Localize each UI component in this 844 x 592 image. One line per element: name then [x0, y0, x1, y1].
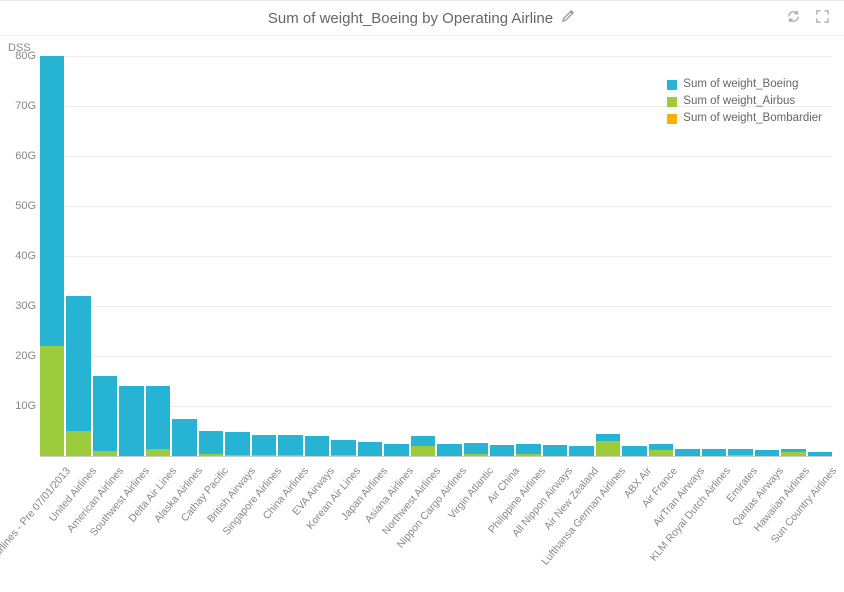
bar[interactable] [728, 449, 752, 457]
bar[interactable] [146, 386, 170, 456]
refresh-icon[interactable] [786, 9, 801, 29]
legend-label: Sum of weight_Boeing [683, 76, 798, 93]
legend-item[interactable]: Sum of weight_Bombardier [667, 110, 822, 127]
bar[interactable] [119, 386, 143, 456]
bar[interactable] [225, 432, 249, 456]
bar-segment-boeing [278, 435, 302, 455]
legend-item[interactable]: Sum of weight_Airbus [667, 93, 822, 110]
bar-segment-airbus [199, 454, 223, 457]
bar-segment-airbus [146, 449, 170, 457]
bar-segment-boeing [384, 444, 408, 457]
bar[interactable] [411, 436, 435, 456]
bar-segment-boeing [490, 445, 514, 457]
bar[interactable] [384, 444, 408, 457]
bar[interactable] [93, 376, 117, 456]
bar[interactable] [252, 435, 276, 457]
y-tick: 80G [15, 50, 36, 62]
bar[interactable] [437, 444, 461, 457]
bar[interactable] [331, 440, 355, 456]
bar[interactable] [464, 443, 488, 457]
y-tick: 60G [15, 150, 36, 162]
chart-header: Sum of weight_Boeing by Operating Airlin… [0, 0, 844, 36]
bar-segment-boeing [596, 434, 620, 442]
legend-swatch [667, 114, 677, 124]
bar-segment-boeing [702, 449, 726, 457]
bar-segment-boeing [569, 446, 593, 456]
bar-segment-boeing [516, 444, 540, 454]
legend-label: Sum of weight_Airbus [683, 93, 795, 110]
bar[interactable] [781, 449, 805, 457]
bar[interactable] [755, 450, 779, 457]
bar-segment-boeing [305, 436, 329, 456]
bar[interactable] [543, 445, 567, 456]
pencil-icon[interactable] [561, 8, 576, 28]
bar-segment-airbus [225, 455, 249, 457]
bar-segment-boeing [40, 56, 64, 346]
bar[interactable] [649, 444, 673, 456]
bar[interactable] [305, 436, 329, 456]
bar-segment-boeing [93, 376, 117, 451]
bar-segment-airbus [331, 455, 355, 456]
bar[interactable] [702, 449, 726, 457]
bar-segment-airbus [252, 455, 276, 457]
bar-segment-boeing [119, 386, 143, 456]
legend-swatch [667, 80, 677, 90]
legend-item[interactable]: Sum of weight_Boeing [667, 76, 822, 93]
bar-segment-boeing [675, 449, 699, 457]
bar-segment-airbus [728, 455, 752, 457]
bar-segment-airbus [40, 346, 64, 456]
y-tick: 10G [15, 400, 36, 412]
bar-segment-boeing [146, 386, 170, 449]
legend-swatch [667, 97, 677, 107]
bar-segment-airbus [66, 431, 90, 456]
y-tick: 20G [15, 350, 36, 362]
bar[interactable] [516, 444, 540, 457]
bar-segment-boeing [66, 296, 90, 431]
bar-segment-boeing [172, 419, 196, 457]
bar-segment-boeing [225, 432, 249, 455]
bar-segment-airbus [464, 454, 488, 456]
bar-segment-boeing [252, 435, 276, 455]
bar[interactable] [622, 446, 646, 456]
bar[interactable] [40, 56, 64, 456]
bar-segment-airbus [278, 455, 302, 457]
bar-segment-boeing [622, 446, 646, 456]
bar[interactable] [808, 452, 832, 456]
bar-segment-airbus [781, 452, 805, 456]
bar[interactable] [596, 434, 620, 457]
bar-segment-boeing [411, 436, 435, 446]
legend: Sum of weight_BoeingSum of weight_Airbus… [667, 76, 822, 127]
expand-icon[interactable] [815, 9, 830, 29]
bar-segment-boeing [755, 450, 779, 457]
bar[interactable] [278, 435, 302, 457]
bar-segment-boeing [543, 445, 567, 456]
bar[interactable] [172, 419, 196, 457]
y-tick: 30G [15, 300, 36, 312]
legend-label: Sum of weight_Bombardier [683, 110, 822, 127]
bar-segment-boeing [808, 452, 832, 456]
bar-segment-airbus [93, 451, 117, 456]
bar[interactable] [569, 446, 593, 456]
chart-title: Sum of weight_Boeing by Operating Airlin… [268, 10, 553, 27]
bar[interactable] [675, 449, 699, 457]
bar-segment-boeing [199, 431, 223, 454]
y-tick: 70G [15, 100, 36, 112]
bar[interactable] [358, 442, 382, 456]
bar-segment-airbus [411, 446, 435, 456]
bar-segment-boeing [437, 444, 461, 457]
bar[interactable] [199, 431, 223, 456]
bar-segment-airbus [516, 454, 540, 457]
bar-segment-boeing [358, 442, 382, 456]
y-tick: 40G [15, 250, 36, 262]
bar-segment-airbus [596, 441, 620, 456]
y-tick: 50G [15, 200, 36, 212]
bar-segment-boeing [331, 440, 355, 455]
bar[interactable] [66, 296, 90, 456]
bar-segment-airbus [649, 450, 673, 456]
bar-segment-boeing [464, 443, 488, 455]
bar[interactable] [490, 445, 514, 457]
